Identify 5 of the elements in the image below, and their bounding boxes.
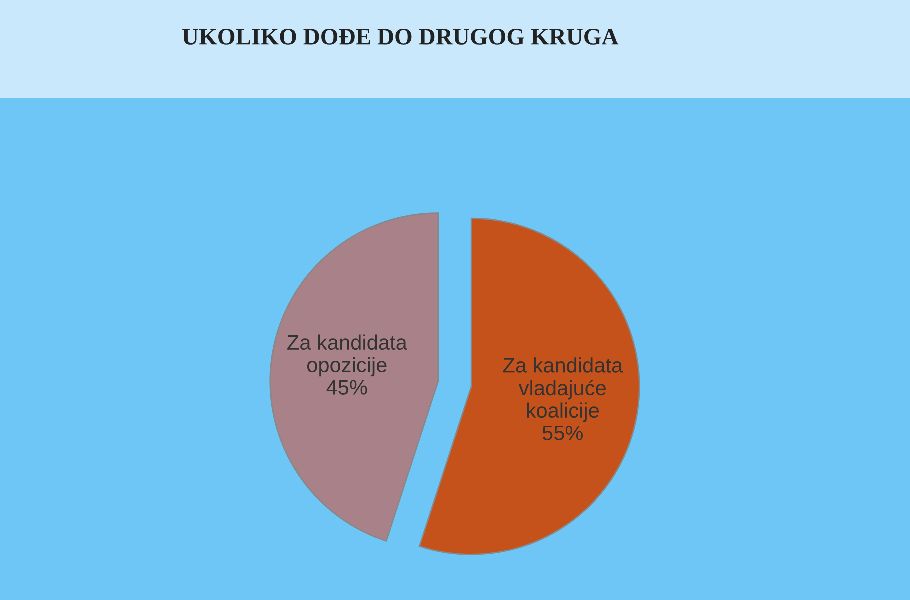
slice-label: Za kandidata vladajuće koalicije	[503, 358, 624, 422]
chart-title: UKOLIKO DOĐE DO DRUGOG KRUGA	[182, 29, 619, 45]
slice-label: Za kandidata opozicije	[288, 334, 408, 377]
data-label: 55%	[542, 426, 583, 440]
data-label: 45%	[326, 380, 368, 395]
